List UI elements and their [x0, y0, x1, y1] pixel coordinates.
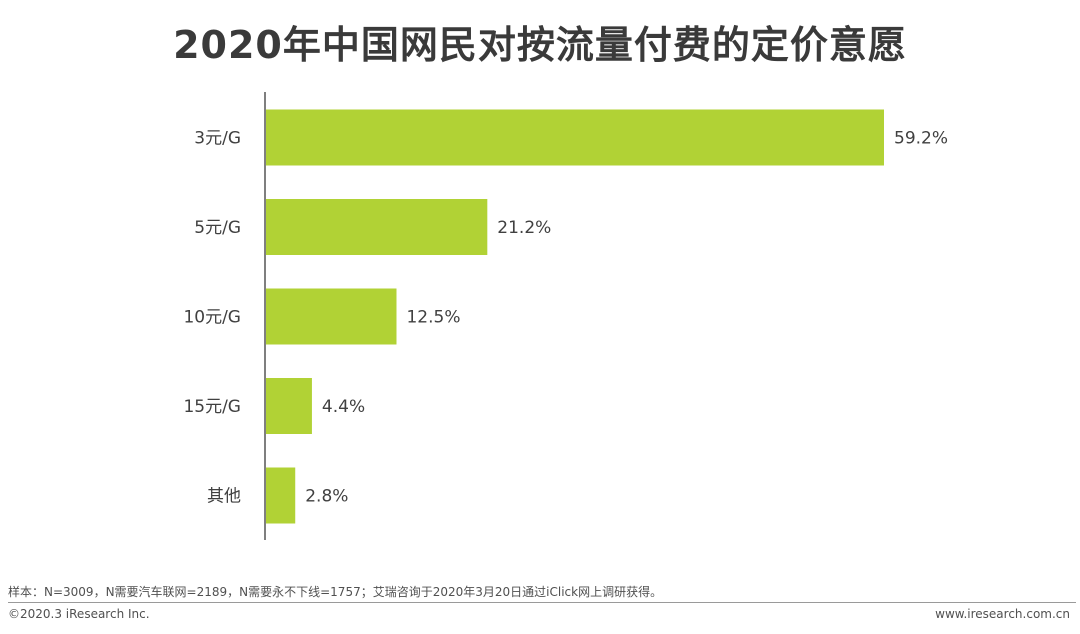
category-label: 5元/G	[194, 218, 241, 238]
bar-1	[266, 199, 488, 255]
bar-0	[266, 109, 884, 166]
copyright-text: ©2020.3 iResearch Inc.	[8, 607, 150, 621]
bar-3	[266, 378, 312, 434]
value-label: 4.4%	[322, 397, 365, 417]
value-label: 2.8%	[305, 487, 348, 507]
value-label: 12.5%	[406, 308, 460, 328]
bar-4	[266, 467, 296, 524]
chart-title: 2020年中国网民对按流量付费的定价意愿	[173, 23, 907, 67]
bar-chart: 3元/G 59.2% 5元/G 21.2% 10元/G 12.5% 15元/G 4.4% 其他 2…	[183, 92, 948, 540]
category-label: 其他	[207, 487, 241, 507]
category-label: 3元/G	[194, 129, 241, 149]
category-label: 10元/G	[183, 308, 241, 328]
website-link[interactable]: www.iresearch.com.cn	[935, 607, 1070, 621]
category-label: 15元/G	[183, 397, 241, 417]
bars-group: 3元/G 59.2% 5元/G 21.2% 10元/G 12.5% 15元/G 4.4% 其他 2…	[183, 109, 948, 524]
bar-2	[266, 288, 397, 345]
footer-divider	[8, 602, 1076, 603]
value-label: 21.2%	[497, 218, 551, 238]
sample-note: 样本：N=3009，N需要汽车联网=2189，N需要永不下线=1757；艾瑞咨询…	[8, 585, 663, 599]
value-label: 59.2%	[894, 129, 948, 149]
